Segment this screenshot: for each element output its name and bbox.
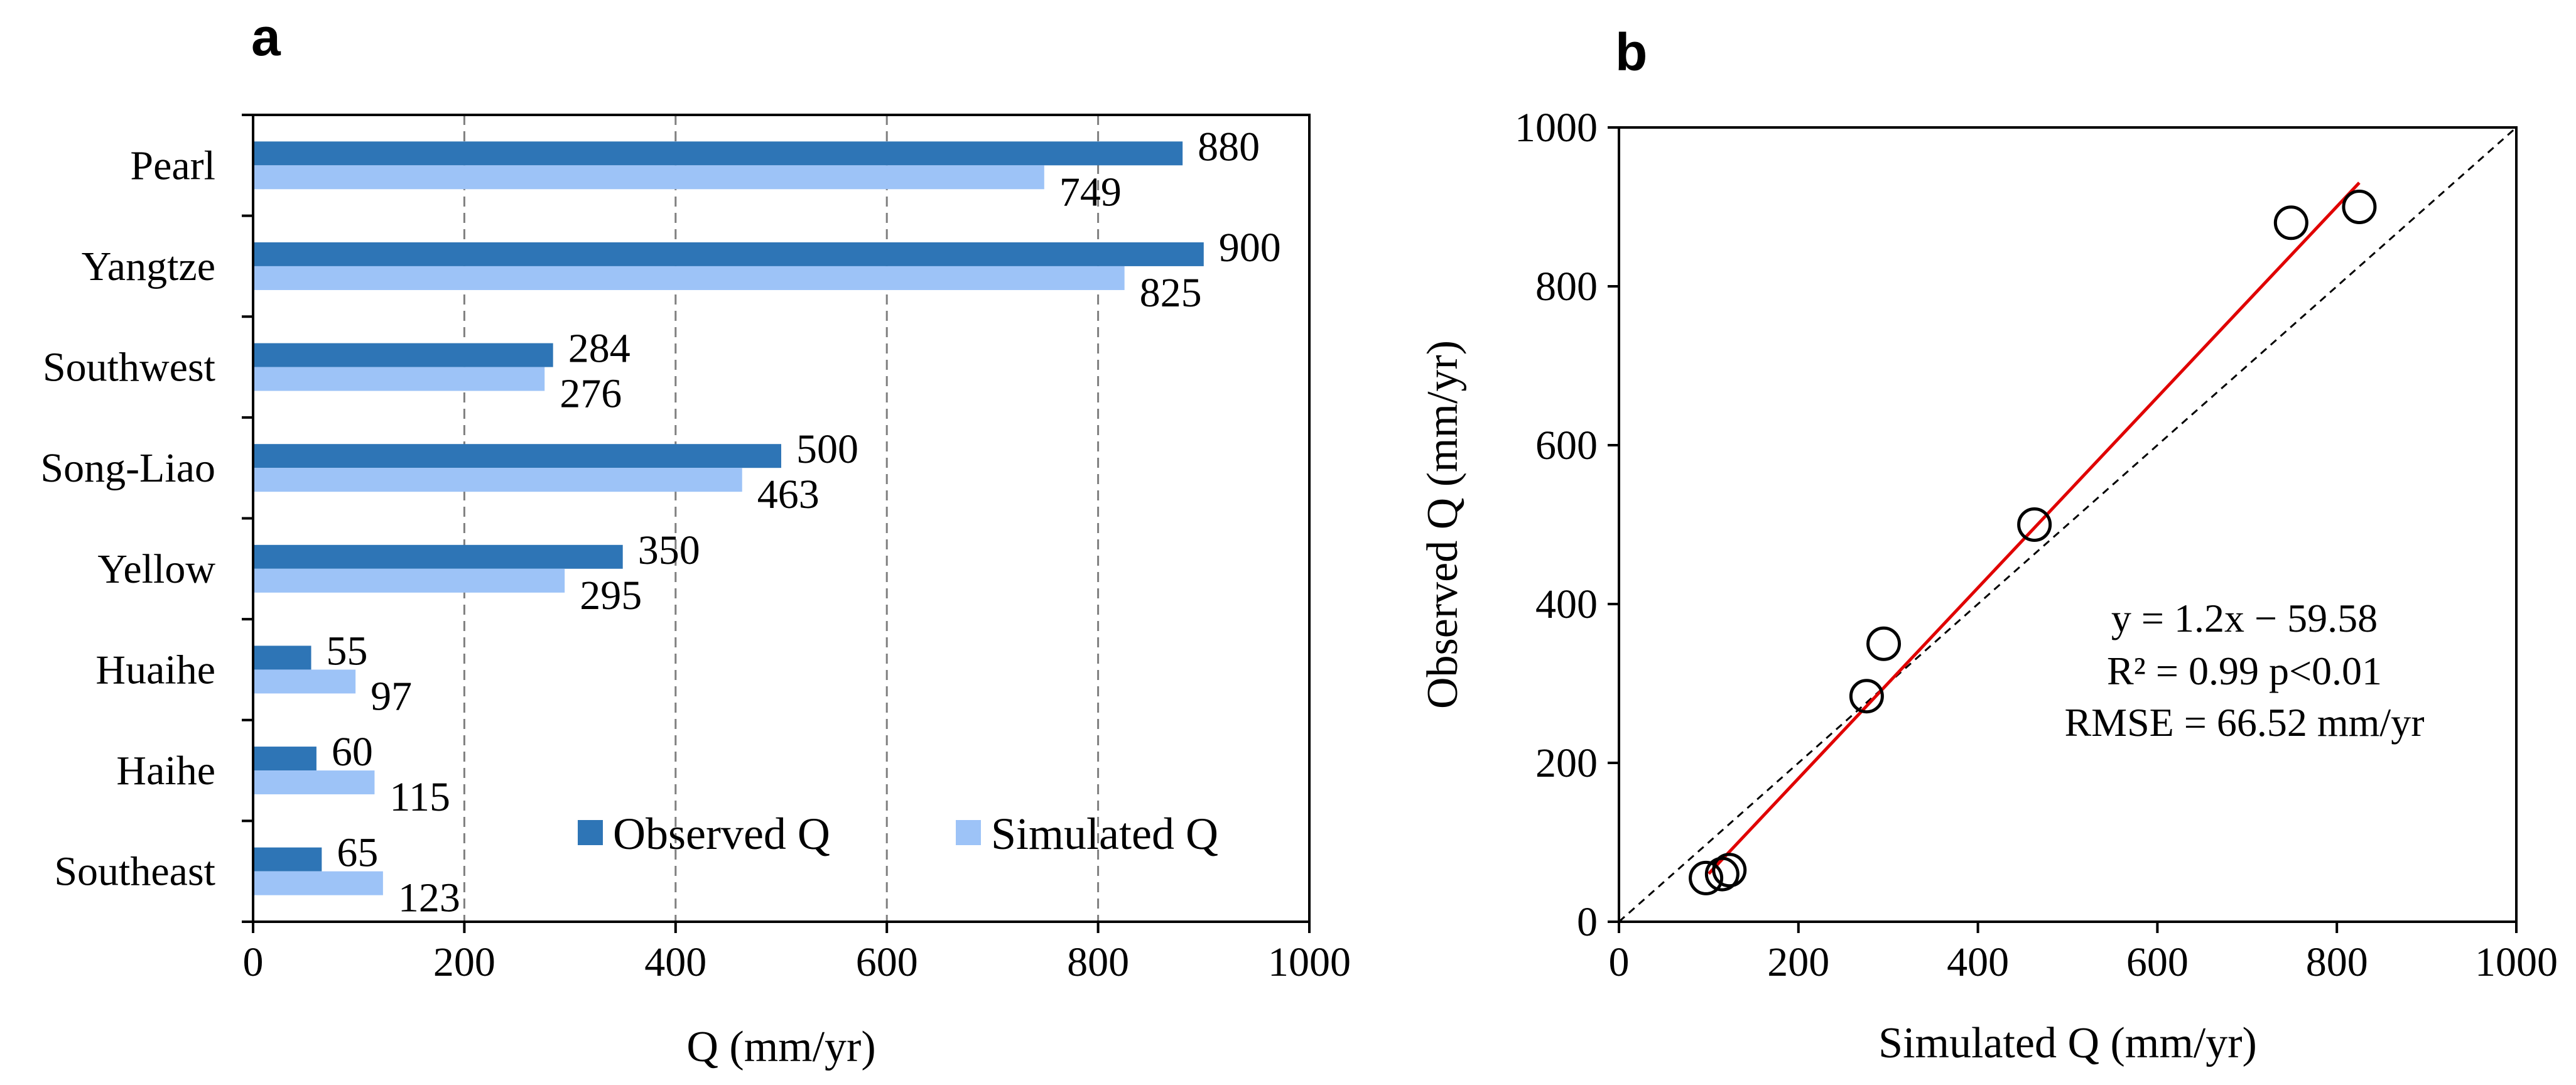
panel-a-label: a	[251, 8, 281, 67]
simulated-q-bar	[253, 568, 565, 593]
observed-q-bar	[253, 444, 781, 468]
category-tick-label: Haihe	[116, 748, 215, 794]
one-to-one-line	[1618, 126, 2517, 923]
observed-q-data-label: 284	[568, 326, 630, 372]
observed-q-bar	[253, 343, 553, 367]
simulated-q-bar	[253, 468, 742, 492]
simulated-q-bar	[253, 669, 356, 694]
x-tick-label: 800	[1067, 939, 1129, 985]
bar-chart-gridlines	[463, 115, 1100, 922]
simulated-q-data-label: 825	[1140, 270, 1202, 316]
scatter-point	[2017, 507, 2052, 542]
simulated-q-data-label: 123	[398, 875, 460, 921]
scatter-x-tick-label: 800	[2306, 939, 2368, 985]
scatter-point	[1866, 626, 1902, 661]
simulated-q-bar	[253, 770, 375, 795]
observed-q-data-label: 350	[638, 527, 700, 573]
observed-q-data-label: 55	[327, 628, 368, 674]
legend-label-observed: Observed Q	[613, 809, 830, 859]
x-tick-label: 400	[644, 939, 706, 985]
scatter-x-tick-label: 600	[2126, 939, 2189, 985]
bar-chart-legend: Observed Q Simulated Q	[578, 809, 1218, 859]
scatter-point	[1689, 860, 1724, 895]
scatter-y-tick-label: 400	[1535, 581, 1598, 627]
scatter-x-tick-label: 0	[1609, 939, 1630, 985]
category-tick-label: Yellow	[97, 546, 215, 592]
category-tick-label: Southeast	[54, 849, 215, 895]
bar-chart-ticks	[242, 114, 1311, 933]
scatter-annotation-line: R² = 0.99 p<0.01	[2107, 649, 2382, 693]
x-tick-label: 200	[433, 939, 495, 985]
x-tick-label: 1000	[1268, 939, 1351, 985]
category-tick-label: Southwest	[43, 345, 215, 391]
category-tick-label: Yangtze	[82, 244, 215, 289]
simulated-q-data-label: 276	[560, 371, 622, 417]
scatter-x-axis-label: Simulated Q (mm/yr)	[1878, 1019, 2257, 1067]
scatter-point	[1849, 679, 1884, 714]
x-tick-label: 0	[243, 939, 264, 985]
observed-q-bar	[253, 747, 317, 771]
bar-chart-x-axis-label: Q (mm/yr)	[686, 1023, 875, 1071]
scatter-point	[1712, 853, 1747, 888]
observed-q-data-label: 900	[1219, 225, 1281, 271]
scatter-annotation-line: RMSE = 66.52 mm/yr	[2064, 700, 2424, 745]
scatter-y-tick-label: 0	[1577, 899, 1598, 945]
category-tick-label: Pearl	[130, 143, 215, 188]
observed-q-bar	[253, 544, 623, 569]
simulated-q-data-label: 749	[1059, 169, 1122, 215]
regression-fit-line	[1707, 181, 2361, 875]
simulated-q-data-label: 115	[389, 774, 450, 820]
legend-label-simulated: Simulated Q	[991, 809, 1218, 859]
observed-q-bar	[253, 645, 311, 670]
scatter-chart-frame	[1618, 126, 2518, 923]
simulated-q-bar	[253, 165, 1044, 190]
observed-q-data-label: 500	[796, 426, 858, 472]
scatter-y-tick-label: 200	[1535, 740, 1598, 786]
observed-q-data-label: 60	[332, 729, 373, 775]
simulated-q-bar	[253, 266, 1125, 290]
scatter-point	[2342, 190, 2377, 224]
legend-swatch-simulated	[956, 820, 981, 845]
simulated-q-data-label: 463	[757, 472, 820, 517]
scatter-x-tick-label: 200	[1767, 939, 1829, 985]
scatter-annotation-line: y = 1.2x − 59.58	[2111, 596, 2378, 640]
scatter-y-tick-label: 1000	[1515, 105, 1598, 151]
scatter-point	[2273, 205, 2308, 240]
bar-chart-bars	[253, 141, 1204, 895]
observed-q-bar	[253, 242, 1204, 266]
scatter-annotations: y = 1.2x − 59.58 R² = 0.99 p<0.01 RMSE = 6…	[2064, 596, 2424, 745]
x-tick-label: 600	[856, 939, 918, 985]
scatter-x-tick-label: 400	[1947, 939, 2009, 985]
observed-q-bar	[253, 141, 1183, 166]
category-tick-label: Huaihe	[95, 647, 215, 693]
scatter-y-tick-label: 800	[1535, 264, 1598, 310]
scatter-point	[1704, 856, 1740, 892]
observed-q-bar	[253, 847, 322, 872]
scatter-chart-ticks: 0 200 400 600 800 1000 0 200 400 600 800 1000	[1515, 105, 2558, 985]
panel-b-label: b	[1615, 23, 1647, 82]
legend-swatch-observed	[578, 820, 603, 845]
scatter-chart-panel: 0 200 400 600 800 1000 0 200 400 600 800 1000 Simul…	[1419, 105, 2558, 1067]
scatter-y-axis-label: Observed Q (mm/yr)	[1419, 340, 1467, 709]
simulated-q-data-label: 295	[580, 573, 642, 618]
scatter-y-tick-label: 600	[1535, 423, 1598, 468]
simulated-q-bar	[253, 871, 383, 895]
scatter-points	[1689, 190, 2377, 895]
scatter-x-tick-label: 1000	[2475, 939, 2558, 985]
observed-q-data-label: 65	[337, 830, 378, 876]
simulated-q-data-label: 97	[371, 673, 412, 719]
observed-q-data-label: 880	[1198, 124, 1260, 170]
simulated-q-bar	[253, 367, 545, 391]
category-tick-label: Song-Liao	[40, 445, 215, 491]
